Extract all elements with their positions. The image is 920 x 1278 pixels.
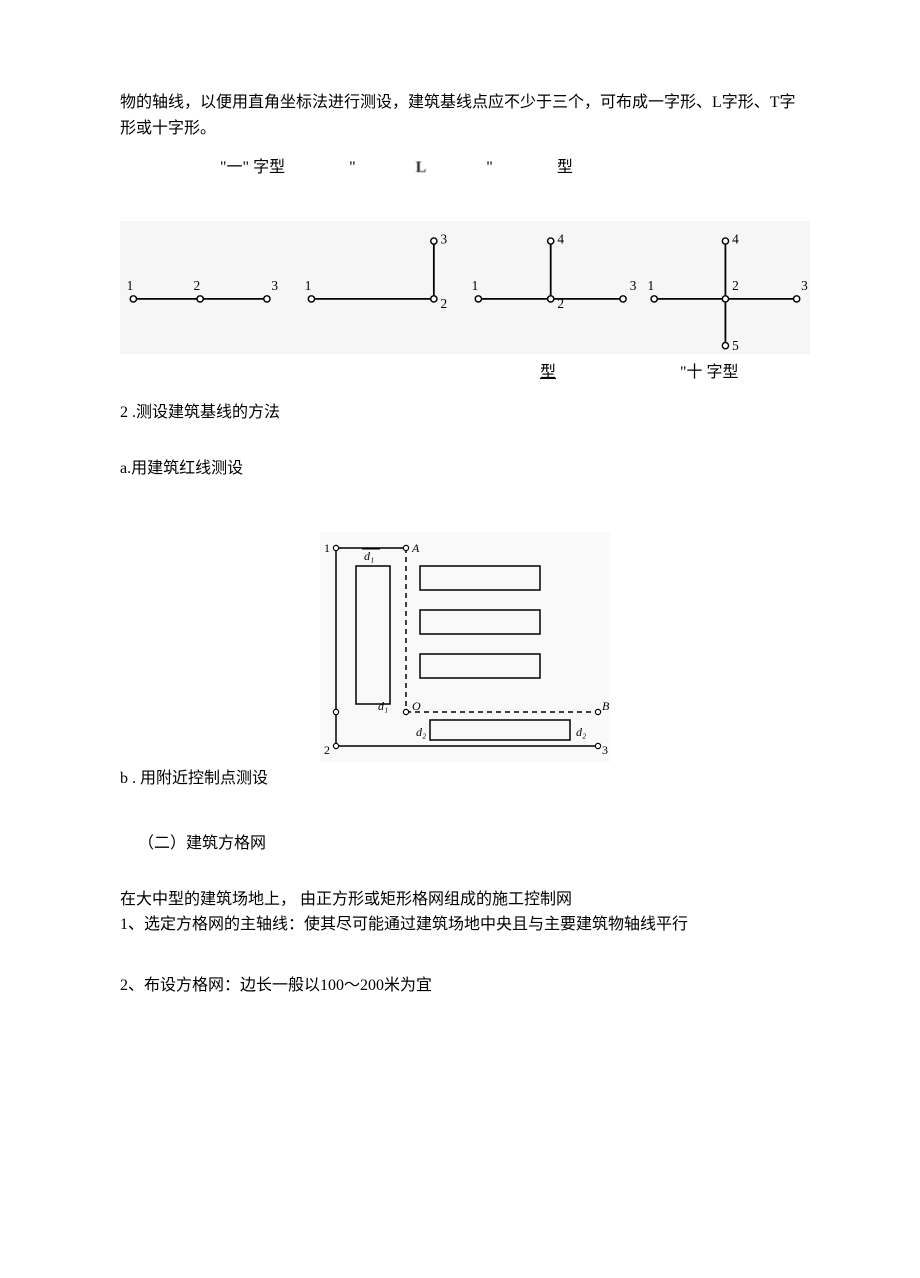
type-one-label: "一" 字型 [220,159,285,176]
quote-open: " [349,159,356,176]
svg-text:A: A [411,541,420,555]
svg-text:4: 4 [732,231,739,246]
grid-description-line1: 在大中型的建筑场地上， 由正方形或矩形格网组成的施工控制网 [120,887,810,913]
svg-text:1: 1 [127,278,134,293]
baseline-types-row: "一" 字型 "L" 型 [220,155,810,181]
svg-text:1: 1 [324,541,330,555]
svg-text:1: 1 [648,278,655,293]
section-ii-heading: （二）建筑方格网 [120,831,810,857]
svg-text:2: 2 [557,296,564,311]
svg-text:3: 3 [602,743,608,757]
type-L-label: "L" 型 [349,159,633,176]
svg-text:3: 3 [271,278,278,293]
svg-text:2: 2 [324,743,330,757]
svg-text:d₂: d₂ [576,725,586,739]
svg-text:5: 5 [732,338,739,353]
section-2-heading: 2 .测设建筑基线的方法 [120,400,810,426]
svg-text:1: 1 [305,278,312,293]
intro-paragraph: 物的轴线，以便用直角坐标法进行测设，建筑基线点应不少于三个，可布成一字形、L字形… [120,90,810,141]
grid-description: 在大中型的建筑场地上， 由正方形或矩形格网组成的施工控制网 1、选定方格网的主轴… [120,887,810,938]
svg-text:4: 4 [557,231,564,246]
sub-plus-label: "十 字型 [680,360,739,386]
L-letter: L [416,155,427,181]
redline-figure: 1 A O B 2 3 d₁ d₁ d₂ d₂ [320,532,610,762]
svg-text:3: 3 [801,278,808,293]
quote-close: " [486,159,493,176]
document-page: 物的轴线，以便用直角坐标法进行测设，建筑基线点应不少于三个，可布成一字形、L字形… [0,0,920,1198]
svg-text:d₁: d₁ [378,699,388,713]
grid-description-line2: 1、选定方格网的主轴线：使其尽可能通过建筑场地中央且与主要建筑物轴线平行 [120,912,810,938]
svg-text:O: O [412,699,421,713]
L-suffix: 型 [553,159,573,176]
baseline-shapes-figure: 123123123412345 [120,221,810,355]
svg-text:3: 3 [630,278,637,293]
svg-text:B: B [602,699,610,713]
svg-text:1: 1 [472,278,479,293]
svg-text:2: 2 [441,296,448,311]
svg-text:3: 3 [441,231,448,246]
sub-T-label: 型 [540,360,556,386]
svg-text:2: 2 [193,278,200,293]
section-a-heading: a.用建筑红线测设 [120,456,810,482]
svg-text:d₂: d₂ [416,725,426,739]
grid-item-2: 2、布设方格网：边长一般以100～200米为宜 [120,973,810,999]
baseline-shapes-sublabels: 型 "十 字型 [120,360,810,390]
svg-text:2: 2 [732,278,739,293]
section-b-heading: b . 用附近控制点测设 [120,766,810,792]
svg-text:d₁: d₁ [364,549,374,563]
